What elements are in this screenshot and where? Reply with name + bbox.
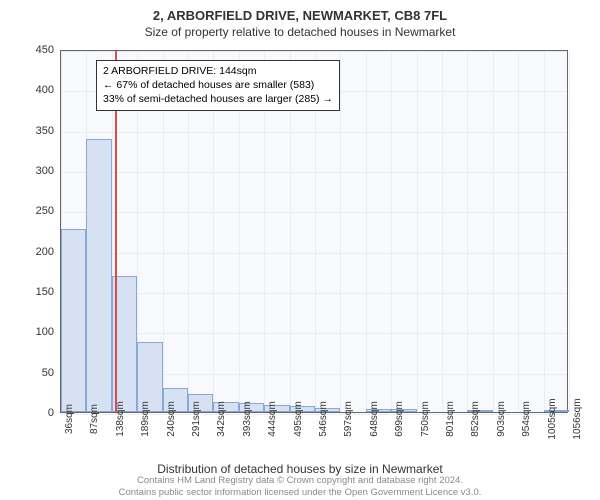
grid-v: [518, 51, 519, 412]
x-tick-label: 954sqm: [521, 401, 532, 437]
grid-v: [544, 51, 545, 412]
x-tick-label: 495sqm: [293, 401, 304, 437]
grid-h: [61, 414, 567, 415]
y-tick-label: 350: [14, 125, 54, 137]
y-tick-label: 400: [14, 84, 54, 96]
footer-line1: Contains HM Land Registry data © Crown c…: [0, 475, 600, 486]
chart-title: 2, ARBORFIELD DRIVE, NEWMARKET, CB8 7FL: [0, 0, 600, 23]
x-tick-label: 36sqm: [64, 404, 75, 434]
grid-v: [569, 51, 570, 412]
x-tick-label: 597sqm: [343, 401, 354, 437]
x-tick-label: 240sqm: [166, 401, 177, 437]
x-tick-label: 138sqm: [115, 401, 126, 437]
x-tick-label: 648sqm: [369, 401, 380, 437]
grid-v: [340, 51, 341, 412]
y-tick-label: 100: [14, 326, 54, 338]
x-tick-label: 189sqm: [140, 401, 151, 437]
y-tick-label: 250: [14, 205, 54, 217]
x-tick-label: 1056sqm: [572, 398, 583, 439]
x-tick-label: 342sqm: [216, 401, 227, 437]
y-tick-label: 150: [14, 286, 54, 298]
grid-v: [366, 51, 367, 412]
chart-wrap: 2 ARBORFIELD DRIVE: 144sqm ← 67% of deta…: [60, 50, 568, 413]
x-tick-label: 903sqm: [496, 401, 507, 437]
footer-line2: Contains public sector information licen…: [0, 487, 600, 498]
grid-v: [442, 51, 443, 412]
histogram-bar: [61, 229, 86, 412]
grid-v: [493, 51, 494, 412]
chart-container: 2, ARBORFIELD DRIVE, NEWMARKET, CB8 7FL …: [0, 0, 600, 500]
annotation-line1: 2 ARBORFIELD DRIVE: 144sqm: [103, 64, 333, 78]
y-tick-label: 300: [14, 165, 54, 177]
x-axis-label: Distribution of detached houses by size …: [0, 462, 600, 476]
grid-v: [417, 51, 418, 412]
x-tick-label: 852sqm: [470, 401, 481, 437]
annotation-box: 2 ARBORFIELD DRIVE: 144sqm ← 67% of deta…: [96, 60, 340, 111]
x-tick-label: 87sqm: [89, 404, 100, 434]
annotation-line2: ← 67% of detached houses are smaller (58…: [103, 78, 333, 92]
annotation-line3: 33% of semi-detached houses are larger (…: [103, 92, 333, 106]
y-tick-label: 0: [14, 407, 54, 419]
x-tick-label: 393sqm: [242, 401, 253, 437]
x-tick-label: 801sqm: [445, 401, 456, 437]
x-tick-label: 291sqm: [191, 401, 202, 437]
footer: Contains HM Land Registry data © Crown c…: [0, 475, 600, 498]
x-tick-label: 546sqm: [318, 401, 329, 437]
y-tick-label: 450: [14, 44, 54, 56]
x-tick-label: 750sqm: [420, 401, 431, 437]
x-tick-label: 444sqm: [267, 401, 278, 437]
x-tick-label: 1005sqm: [547, 398, 558, 439]
chart-subtitle: Size of property relative to detached ho…: [0, 23, 600, 39]
y-tick-label: 200: [14, 246, 54, 258]
grid-v: [467, 51, 468, 412]
histogram-bar: [86, 139, 111, 412]
grid-v: [391, 51, 392, 412]
x-tick-label: 699sqm: [394, 401, 405, 437]
y-tick-label: 50: [14, 367, 54, 379]
